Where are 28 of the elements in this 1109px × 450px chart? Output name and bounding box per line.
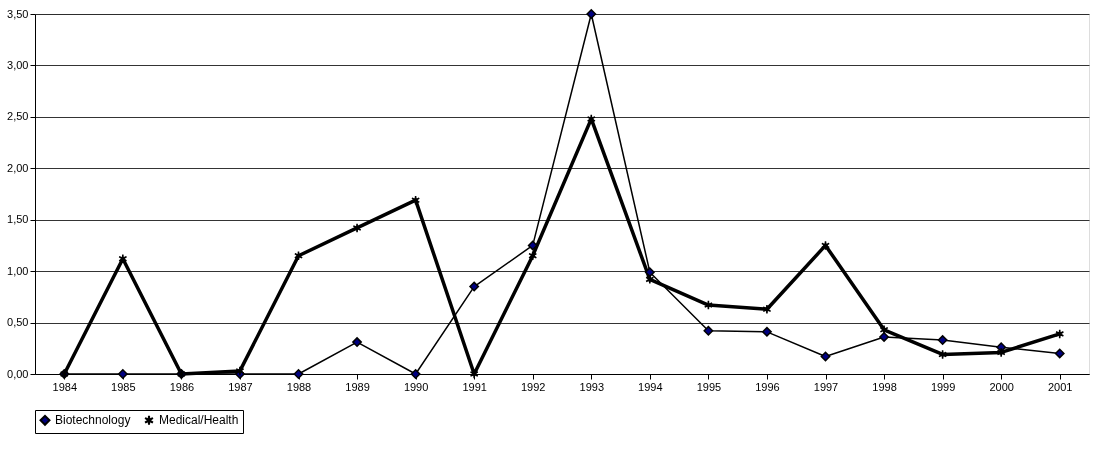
x-tick-label: 1988	[286, 380, 312, 393]
x-tick-label: 1984	[52, 380, 78, 393]
x-tick-label: 1998	[872, 380, 897, 393]
y-tick-label: 1,50	[7, 213, 29, 226]
y-tick-label: 2,50	[7, 110, 29, 123]
x-tick-label: 1986	[169, 380, 195, 393]
x-tick-label: 1987	[228, 380, 253, 393]
x-tick-label: 1996	[755, 380, 780, 393]
x-tick-label: 1985	[111, 380, 136, 393]
x-tick-label: 2001	[1047, 380, 1073, 393]
x-tick-label: 2000	[989, 380, 1014, 393]
x-tick-label: 1992	[520, 380, 546, 393]
legend-label: Medical/Health	[159, 413, 239, 428]
y-tick-label: 1,00	[7, 264, 29, 277]
x-tick-label: 1997	[813, 380, 839, 393]
y-tick-label: 3,50	[7, 7, 29, 20]
y-tick-label: 0,00	[7, 367, 29, 380]
x-tick-label: 1994	[638, 380, 663, 393]
x-tick-label: 1991	[462, 380, 487, 393]
x-tick-label: 1995	[696, 380, 722, 393]
x-tick-label: 1990	[403, 380, 429, 393]
y-tick-label: 3,00	[7, 58, 29, 71]
x-tick-label: 1989	[345, 380, 370, 393]
x-tick-label: 1999	[930, 380, 956, 393]
y-tick-label: 0,50	[7, 316, 29, 329]
x-tick-label: 1993	[579, 380, 605, 393]
y-tick-label: 2,00	[7, 161, 29, 174]
legend-label: Biotechnology	[55, 413, 131, 428]
